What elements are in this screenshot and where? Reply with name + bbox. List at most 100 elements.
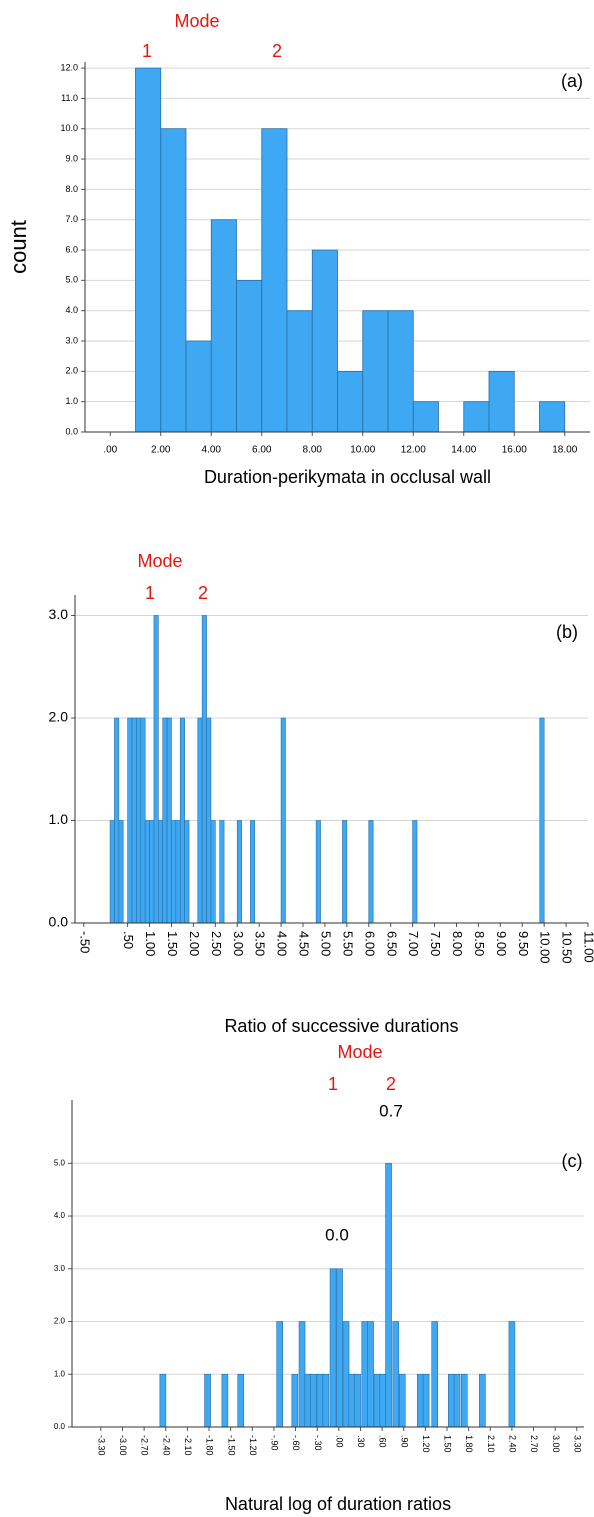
x-tick-label: 1.20 — [421, 1435, 431, 1453]
bar — [135, 67, 162, 433]
bar — [197, 717, 203, 924]
bar — [175, 820, 181, 924]
x-tick-label: 2.00 — [151, 445, 171, 456]
y-tick-label: 2.0 — [54, 1317, 66, 1326]
y-tick-label: 2.0 — [65, 366, 78, 376]
bar — [463, 401, 490, 433]
x-tick-label: 2.10 — [486, 1435, 496, 1453]
x-tick-label: 12.00 — [401, 445, 426, 456]
bar — [412, 401, 439, 433]
annotation: Mode — [174, 11, 219, 31]
y-tick-label: 3.0 — [54, 1264, 66, 1273]
bar — [210, 219, 237, 433]
bar — [316, 1373, 324, 1428]
annotation: 1 — [328, 1074, 338, 1094]
bar — [298, 1321, 306, 1428]
bar — [250, 820, 256, 924]
x-tick-label: .00 — [334, 1435, 344, 1448]
y-tick-label: 5.0 — [65, 275, 78, 285]
bar — [385, 1162, 392, 1428]
x-tick-label: .50 — [121, 931, 136, 949]
y-tick-label: 9.0 — [65, 153, 78, 163]
y-tick-label: 8.0 — [65, 184, 78, 194]
bar — [539, 717, 545, 924]
x-axis-title: Natural log of duration ratios — [225, 1494, 451, 1514]
bar — [539, 401, 566, 433]
x-tick-label: 3.00 — [551, 1435, 561, 1453]
bar — [453, 1373, 461, 1428]
bar — [342, 1321, 350, 1428]
x-tick-label: 1.50 — [165, 931, 180, 956]
x-tick-label: 9.00 — [494, 931, 509, 956]
y-tick-label: 0.0 — [49, 914, 69, 930]
x-tick-label: .00 — [103, 445, 117, 456]
x-tick-label: 2.40 — [508, 1435, 518, 1453]
annotation: (b) — [556, 622, 578, 642]
annotation: Mode — [137, 551, 182, 571]
x-tick-label: -.60 — [291, 1435, 301, 1451]
bar — [373, 1373, 381, 1428]
annotation: 0.7 — [379, 1101, 403, 1120]
bar — [159, 1373, 167, 1428]
x-tick-label: -2.10 — [183, 1435, 193, 1456]
y-axis-title: count — [6, 220, 31, 274]
y-tick-label: 4.0 — [65, 305, 78, 315]
x-tick-label: 6.00 — [362, 931, 377, 956]
bar — [362, 310, 389, 433]
bar — [171, 820, 177, 924]
y-tick-label: 12.0 — [60, 62, 78, 72]
x-tick-label: 2.50 — [209, 931, 224, 956]
bar — [508, 1321, 516, 1428]
x-tick-label: .60 — [378, 1435, 388, 1448]
y-tick-label: 2.0 — [49, 709, 69, 725]
bar — [315, 820, 321, 924]
x-tick-label: .30 — [356, 1435, 366, 1448]
bar — [422, 1373, 430, 1428]
bar — [367, 1321, 374, 1428]
x-tick-label: 18.00 — [552, 445, 577, 456]
x-tick-label: 14.00 — [451, 445, 476, 456]
x-tick-label: -.50 — [77, 931, 92, 953]
bar — [431, 1321, 439, 1428]
bar — [291, 1373, 299, 1428]
x-tick-label: -.90 — [270, 1435, 280, 1451]
x-tick-label: 4.00 — [275, 931, 290, 956]
x-tick-label: 1.50 — [443, 1435, 453, 1453]
x-tick-label: 10.00 — [350, 445, 375, 456]
y-tick-label: 0.0 — [65, 426, 78, 436]
bar — [310, 1373, 317, 1428]
x-tick-label: 7.50 — [428, 931, 443, 956]
bar — [354, 1373, 361, 1428]
x-tick-label: -.30 — [313, 1435, 323, 1451]
y-tick-label: 7.0 — [65, 214, 78, 224]
bar — [237, 1373, 245, 1428]
x-tick-label: 8.00 — [450, 931, 465, 956]
y-tick-label: 11.0 — [61, 93, 78, 103]
bar — [417, 1373, 424, 1428]
x-tick-label: 11.00 — [582, 931, 594, 963]
bar — [304, 1373, 312, 1428]
annotation: 2 — [198, 583, 208, 603]
bar — [210, 820, 216, 924]
bar — [286, 310, 313, 433]
bar — [153, 615, 159, 924]
bar — [158, 820, 164, 924]
bar — [236, 820, 242, 924]
bar — [460, 1373, 468, 1428]
x-tick-label: 6.50 — [384, 931, 399, 956]
bar — [166, 717, 172, 924]
x-tick-label: 7.00 — [406, 931, 421, 956]
annotation: Mode — [337, 1042, 382, 1062]
bar — [261, 128, 288, 433]
bar — [348, 1373, 356, 1428]
bar — [206, 717, 212, 924]
bar — [412, 820, 418, 924]
x-tick-label: -2.40 — [161, 1435, 171, 1456]
y-tick-label: 10.0 — [60, 123, 78, 133]
bar — [114, 717, 120, 924]
bar — [109, 820, 115, 924]
bar — [322, 1373, 330, 1428]
x-tick-label: -1.80 — [205, 1435, 215, 1456]
annotation: (a) — [561, 71, 583, 91]
